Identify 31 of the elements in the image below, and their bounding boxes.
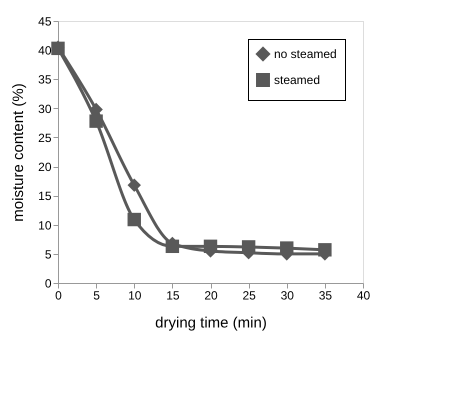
point xyxy=(242,240,256,254)
x-tick-label: 25 xyxy=(242,288,256,302)
y-tick-label: 20 xyxy=(38,160,52,174)
x-tick-label: 0 xyxy=(55,288,62,302)
x-tick-label: 30 xyxy=(280,288,294,302)
y-tick-label: 10 xyxy=(38,218,52,232)
point xyxy=(204,240,218,254)
x-tick-label: 35 xyxy=(318,288,332,302)
y-axis-title: moisture content (%) xyxy=(10,83,28,222)
point xyxy=(318,243,332,257)
y-tick-label: 5 xyxy=(44,247,52,262)
point xyxy=(51,42,65,56)
x-tick-label: 20 xyxy=(204,288,218,302)
x-axis-title: drying time (min) xyxy=(155,314,267,332)
point xyxy=(128,212,141,226)
y-tick-label: 30 xyxy=(38,102,52,116)
x-tick-label: 40 xyxy=(356,288,370,302)
legend-label: steamed xyxy=(274,73,320,87)
y-tick-label: 35 xyxy=(38,72,52,87)
point xyxy=(89,114,103,128)
point xyxy=(166,240,180,254)
x-tick-label: 5 xyxy=(93,288,100,302)
y-tick-label: 45 xyxy=(38,14,52,28)
y-tick-label: 40 xyxy=(38,44,52,58)
y-tick-label: 15 xyxy=(38,189,52,204)
y-tick-label: 0 xyxy=(44,276,52,290)
legend-label: no steamed xyxy=(274,47,337,61)
x-tick-label: 15 xyxy=(166,288,180,302)
point xyxy=(128,178,141,192)
y-tick-label: 25 xyxy=(38,130,52,145)
x-tick-label: 10 xyxy=(128,288,142,302)
